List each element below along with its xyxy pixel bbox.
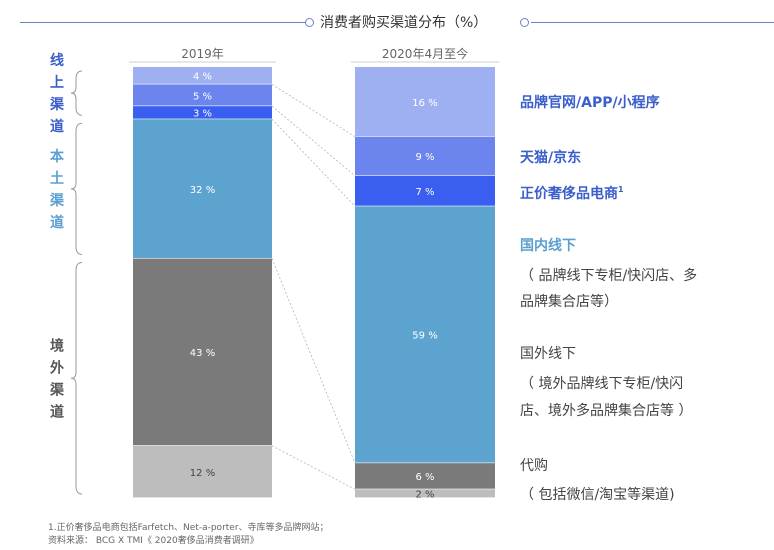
- data-label: 9 %: [415, 152, 434, 163]
- chart-title: 消费者购买渠道分布（%）: [320, 15, 488, 31]
- connector-line: [271, 84, 356, 137]
- data-label: 7 %: [415, 187, 434, 198]
- group-label-char: 本: [50, 148, 65, 165]
- legend-item-detail: 店、境外多品牌集合店等 ）: [520, 402, 692, 419]
- data-label: 43 %: [190, 348, 215, 359]
- connector-line: [271, 258, 356, 464]
- group-bracket: [70, 122, 83, 256]
- legend-item-detail: （ 境外品牌线下专柜/快闪: [520, 375, 683, 392]
- title-rule-left: [20, 22, 312, 23]
- legend-item-title: 正价奢侈品电商1: [520, 185, 624, 202]
- bar-segment: [355, 463, 495, 489]
- legend-item-detail: （ 包括微信/淘宝等渠道): [520, 486, 675, 503]
- data-label: 3 %: [193, 109, 212, 120]
- group-label-char: 土: [50, 170, 64, 187]
- bar-segment: [355, 136, 495, 176]
- legend-item-title: 国内线下: [520, 237, 576, 254]
- title-dot-right: [520, 18, 529, 27]
- data-label: 4 %: [193, 72, 212, 83]
- bar-segment: [355, 206, 495, 463]
- year-label-1: 2020年4月至今: [382, 46, 468, 61]
- group-bracket: [70, 70, 83, 116]
- group-label-char: 道: [50, 118, 64, 135]
- bar-segment: [133, 119, 272, 258]
- title-row: 消费者购买渠道分布（%）: [0, 10, 774, 34]
- bar-segment: [355, 67, 495, 137]
- legend-item-detail: （ 品牌线下专柜/快闪店、多: [520, 267, 697, 284]
- group-bracket: [70, 262, 83, 495]
- group-label-char: 线: [50, 52, 64, 69]
- group-label-char: 渠: [49, 381, 65, 398]
- legend-item-title: 天猫/京东: [520, 149, 581, 166]
- group-label-char: 渠: [49, 96, 65, 113]
- title-dot-left: [305, 18, 314, 27]
- data-label: 32 %: [190, 185, 215, 196]
- group-label-char: 上: [50, 75, 64, 91]
- legend-item-title: 代购: [520, 458, 548, 474]
- bar-segment: [133, 67, 272, 84]
- group-label-char: 道: [50, 403, 64, 420]
- group-label-char: 外: [50, 359, 64, 376]
- data-label: 2 %: [415, 490, 434, 501]
- bar-segment: [355, 175, 495, 206]
- connector-line: [271, 445, 356, 490]
- connector-line: [271, 118, 356, 207]
- year-label-0: 2019年: [181, 47, 224, 61]
- bar-segment: [133, 445, 272, 498]
- group-label-char: 渠: [49, 192, 65, 209]
- legend-item-detail: 品牌集合店等）: [520, 293, 618, 310]
- legend-item-title: 国外线下: [520, 346, 576, 362]
- data-label: 12 %: [190, 468, 215, 479]
- data-label: 5 %: [193, 91, 212, 102]
- group-label-char: 道: [50, 214, 64, 231]
- group-label-char: 境: [50, 337, 64, 354]
- data-label: 59 %: [412, 331, 437, 342]
- data-label: 6 %: [415, 472, 434, 483]
- footnote-1: 1.正价奢侈品电商包括Farfetch、Net-a-porter、寺库等多品牌网…: [48, 523, 329, 533]
- footnote-source: 资料来源： BCG X TMI《 2020奢侈品消费者调研》: [48, 536, 259, 546]
- bar-segment: [355, 489, 495, 498]
- bar-segment: [133, 84, 272, 106]
- bar-segment: [133, 106, 272, 119]
- title-rule-right: [531, 22, 774, 23]
- bar-segment: [133, 258, 272, 446]
- legend-item-title: 品牌官网/APP/小程序: [520, 94, 660, 111]
- connector-line: [271, 105, 356, 177]
- data-label: 16 %: [412, 98, 437, 109]
- stacked-bar-chart: 2019年 2020年4月至今 4 % 16 % 5 % 9 % 3 % 7 % 32 % 59 …: [49, 46, 697, 503]
